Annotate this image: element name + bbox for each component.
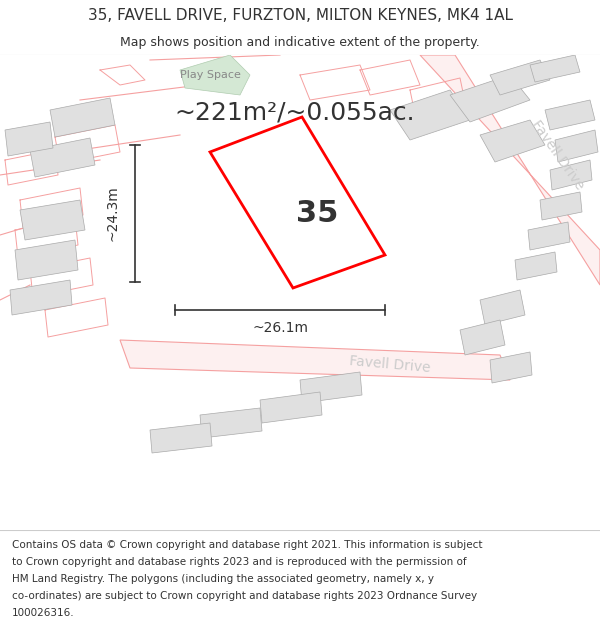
Text: ~26.1m: ~26.1m [252,321,308,335]
Polygon shape [210,117,385,288]
Polygon shape [490,352,532,383]
Text: 35, FAVELL DRIVE, FURZTON, MILTON KEYNES, MK4 1AL: 35, FAVELL DRIVE, FURZTON, MILTON KEYNES… [88,8,512,23]
Text: to Crown copyright and database rights 2023 and is reproduced with the permissio: to Crown copyright and database rights 2… [12,557,467,567]
Text: Favell Drive: Favell Drive [349,354,431,376]
Polygon shape [420,55,600,285]
Polygon shape [200,408,262,438]
Polygon shape [15,240,78,280]
Polygon shape [450,75,530,122]
Polygon shape [5,122,53,156]
Polygon shape [545,100,595,130]
Text: Map shows position and indicative extent of the property.: Map shows position and indicative extent… [120,36,480,49]
Polygon shape [300,372,362,403]
Polygon shape [530,55,580,82]
Polygon shape [480,120,545,162]
Text: HM Land Registry. The polygons (including the associated geometry, namely x, y: HM Land Registry. The polygons (includin… [12,574,434,584]
Polygon shape [550,160,592,190]
Polygon shape [390,90,470,140]
Polygon shape [460,320,505,355]
Text: Play Space: Play Space [179,70,241,80]
Polygon shape [30,138,95,177]
Polygon shape [180,55,250,95]
Polygon shape [515,252,557,280]
Text: Contains OS data © Crown copyright and database right 2021. This information is : Contains OS data © Crown copyright and d… [12,539,482,549]
Polygon shape [490,60,550,95]
Text: 35: 35 [296,199,338,228]
Polygon shape [150,423,212,453]
Text: Favell Drive: Favell Drive [529,118,587,192]
Polygon shape [528,222,570,250]
Polygon shape [50,98,115,137]
Polygon shape [555,130,598,162]
Text: co-ordinates) are subject to Crown copyright and database rights 2023 Ordnance S: co-ordinates) are subject to Crown copyr… [12,591,477,601]
Polygon shape [120,340,510,380]
Text: ~221m²/~0.055ac.: ~221m²/~0.055ac. [175,100,415,124]
Polygon shape [540,192,582,220]
Text: ~24.3m: ~24.3m [106,186,120,241]
Polygon shape [480,290,525,325]
Polygon shape [20,200,85,240]
Polygon shape [10,280,72,315]
Text: 100026316.: 100026316. [12,608,74,618]
Polygon shape [260,392,322,423]
